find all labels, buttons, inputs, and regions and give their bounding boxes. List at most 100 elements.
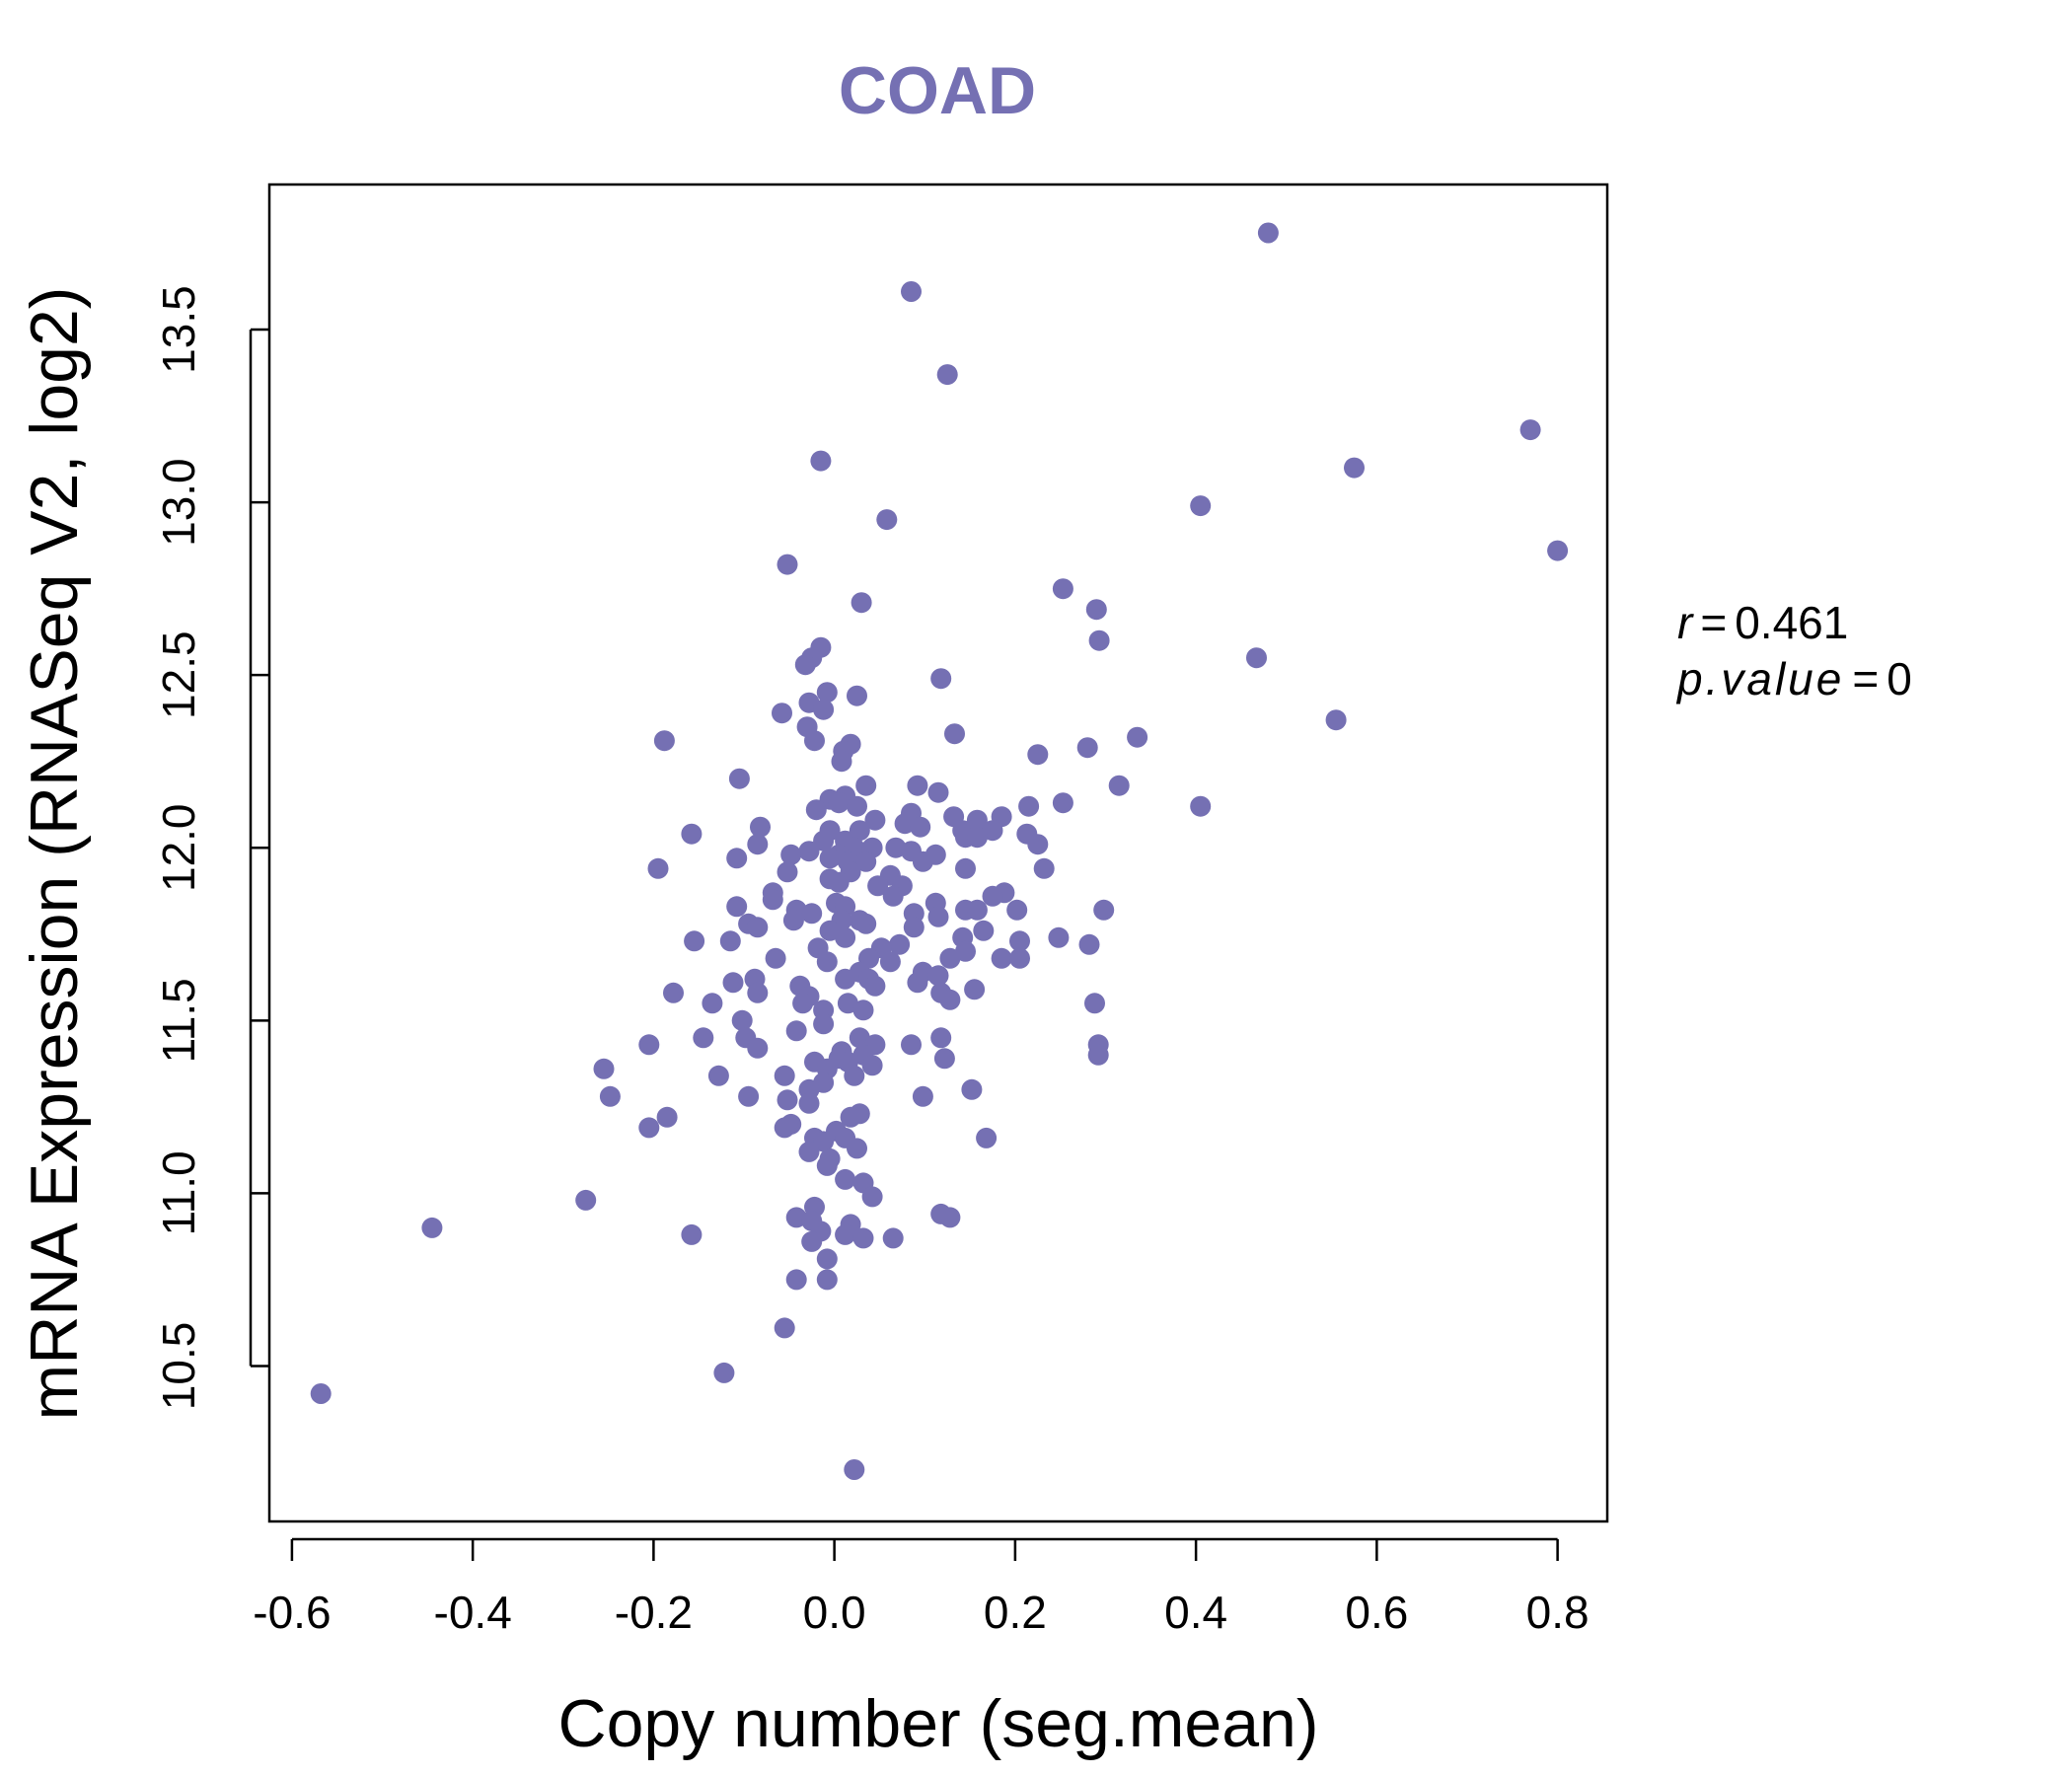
data-point xyxy=(964,979,986,1000)
data-point xyxy=(782,910,804,931)
data-point xyxy=(798,841,820,862)
x-tick-label: 0.8 xyxy=(1526,1587,1590,1638)
data-point xyxy=(798,1092,820,1114)
data-point xyxy=(1006,899,1028,921)
correlation-annotation: r = 0.461 p.value = 0 xyxy=(1675,597,1912,704)
data-point xyxy=(852,999,874,1021)
x-axis-label: Copy number (seg.mean) xyxy=(557,1686,1318,1761)
data-point xyxy=(961,1078,983,1100)
data-point xyxy=(310,1383,332,1404)
data-point xyxy=(805,799,827,821)
y-tick-label: 12.5 xyxy=(153,630,204,719)
data-point xyxy=(835,968,856,990)
data-point xyxy=(1052,792,1073,814)
data-point xyxy=(907,775,928,796)
data-point xyxy=(1108,775,1130,796)
y-tick-label: 10.5 xyxy=(153,1322,204,1411)
data-point xyxy=(774,1117,795,1139)
y-tick-label: 11.5 xyxy=(153,978,204,1063)
data-point xyxy=(901,281,922,302)
data-point xyxy=(903,917,925,938)
data-point xyxy=(1048,926,1070,948)
data-point xyxy=(801,1230,823,1252)
data-point xyxy=(813,1013,835,1035)
data-point xyxy=(840,1106,861,1128)
data-point xyxy=(849,820,870,842)
data-point xyxy=(738,1085,760,1107)
data-point xyxy=(1246,647,1267,669)
data-point xyxy=(966,827,988,849)
data-points xyxy=(310,222,1569,1480)
data-point xyxy=(599,1085,621,1107)
chart-title: COAD xyxy=(839,53,1036,128)
data-point xyxy=(828,871,850,893)
data-point xyxy=(1078,933,1100,955)
data-point xyxy=(1033,857,1055,879)
r-value: 0.461 xyxy=(1735,597,1848,648)
data-point xyxy=(785,1020,807,1042)
x-axis: -0.6 -0.4 -0.2 0.0 0.2 0.4 0.6 0.8 xyxy=(253,1537,1590,1638)
data-point xyxy=(1325,709,1347,731)
data-point xyxy=(1027,834,1049,855)
y-tick-label: 12.0 xyxy=(153,803,204,892)
data-point xyxy=(1009,947,1030,969)
x-tick-label: 0.4 xyxy=(1164,1587,1227,1638)
data-point xyxy=(939,989,961,1010)
data-point xyxy=(777,861,798,883)
data-point xyxy=(927,781,949,803)
data-point xyxy=(713,1362,735,1383)
y-tick-label: 13.5 xyxy=(153,285,204,374)
data-point xyxy=(889,933,911,955)
data-point xyxy=(855,913,877,934)
data-point xyxy=(1087,1044,1109,1066)
data-point xyxy=(912,851,933,872)
data-point xyxy=(976,1127,998,1148)
data-point xyxy=(801,903,823,925)
data-point xyxy=(930,1027,952,1049)
data-point xyxy=(726,848,748,869)
data-point xyxy=(728,768,750,789)
data-point xyxy=(855,775,877,796)
data-point xyxy=(1127,726,1148,748)
data-point xyxy=(973,920,995,941)
data-point xyxy=(882,1227,904,1249)
data-point xyxy=(747,917,769,938)
data-point xyxy=(927,965,949,987)
data-point xyxy=(867,875,889,897)
data-point xyxy=(693,1027,714,1049)
data-point xyxy=(792,993,814,1014)
data-point xyxy=(847,1138,867,1159)
data-point xyxy=(828,792,850,814)
data-point xyxy=(638,1117,660,1139)
r-symbol: r xyxy=(1677,597,1694,648)
r-equals: = xyxy=(1700,597,1727,648)
data-point xyxy=(852,1227,874,1249)
p-value: 0 xyxy=(1887,653,1912,704)
data-point xyxy=(1344,457,1365,479)
data-point xyxy=(933,1048,955,1070)
data-point xyxy=(774,1065,795,1086)
data-point xyxy=(747,834,769,855)
x-tick-label: -0.4 xyxy=(434,1587,512,1638)
data-point xyxy=(798,1141,820,1162)
data-point xyxy=(575,1189,597,1211)
data-point xyxy=(1076,737,1098,759)
data-point xyxy=(847,795,867,817)
data-point xyxy=(966,809,988,831)
data-point xyxy=(901,1034,922,1056)
data-point xyxy=(1519,419,1541,441)
p-equals: = xyxy=(1852,653,1879,704)
data-point xyxy=(593,1058,615,1079)
data-point xyxy=(835,1168,856,1190)
plot-area-frame xyxy=(267,183,1609,1523)
p-annotation: p.value = 0 xyxy=(1675,653,1912,704)
y-axis-ticks: 10.5 11.0 11.5 12.0 12.5 13.0 13.5 xyxy=(153,285,269,1410)
data-point xyxy=(912,1085,933,1107)
data-point xyxy=(1190,495,1212,517)
data-point xyxy=(844,1459,865,1480)
data-point xyxy=(785,1269,807,1291)
data-point xyxy=(936,364,958,386)
data-point xyxy=(835,1223,856,1245)
data-point xyxy=(750,816,771,838)
